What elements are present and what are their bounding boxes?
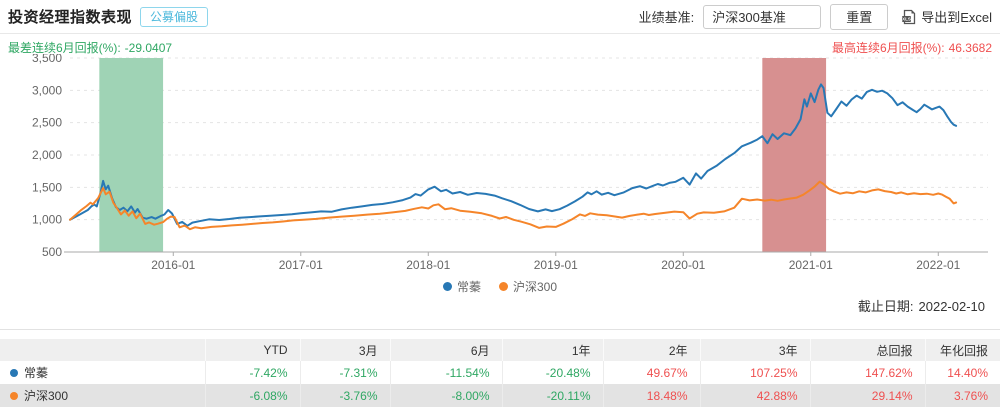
return-value-cell: 107.25% xyxy=(700,361,811,384)
table-column-header xyxy=(0,339,206,361)
benchmark-label: 业绩基准: xyxy=(638,10,695,25)
x-axis-label: 2021-01 xyxy=(789,258,833,272)
returns-table-section: YTD 3月 6月 1年 2年 3年 总回报 年化回报 常蓁 -7.42% -7.31% -11.5… xyxy=(0,329,1000,407)
best-6m-return-stat: 最高连续6月回报(%): 46.3682 xyxy=(831,39,992,55)
stats-row: 最差连续6月回报(%): -29.0407 最高连续6月回报(%): 46.3682 xyxy=(0,34,1000,55)
fund-type-badge: 公募偏股 xyxy=(140,6,209,27)
series-name-cell: 常蓁 xyxy=(0,361,206,384)
return-value-cell: -8.00% xyxy=(390,384,503,407)
table-column-header: 6月 xyxy=(390,339,503,361)
series-line-0 xyxy=(69,83,958,227)
y-axis-label: 2,000 xyxy=(32,148,62,162)
export-excel-button[interactable]: XLS 导出到Excel xyxy=(901,7,992,26)
best-6m-return-label: 最高连续6月回报(%): xyxy=(831,41,945,55)
x-axis-label: 2019-01 xyxy=(534,258,578,272)
benchmark-input[interactable] xyxy=(703,4,822,29)
return-value-cell: -20.48% xyxy=(502,361,604,384)
legend-series-label: 沪深300 xyxy=(512,279,558,294)
series-dot xyxy=(10,391,18,400)
table-column-header: 总回报 xyxy=(810,339,926,361)
return-value-cell: -20.11% xyxy=(502,384,604,407)
y-axis-label: 2,500 xyxy=(32,116,62,130)
as-of-date-label: 截止日期: xyxy=(857,299,914,314)
x-axis-label: 2017-01 xyxy=(279,258,323,272)
as-of-date: 截止日期: 2022-02-10 xyxy=(0,298,1000,316)
return-value-cell: 29.14% xyxy=(810,384,926,407)
return-value-cell: -7.42% xyxy=(205,361,301,384)
return-value-cell: 49.67% xyxy=(603,361,701,384)
table-column-header: 1年 xyxy=(502,339,604,361)
x-axis-label: 2018-01 xyxy=(406,258,450,272)
series-name: 沪深300 xyxy=(24,389,69,403)
performance-table: YTD 3月 6月 1年 2年 3年 总回报 年化回报 常蓁 -7.42% -7.31% -11.5… xyxy=(0,339,1000,407)
return-value-cell: -11.54% xyxy=(390,361,503,384)
return-value-cell: 147.62% xyxy=(810,361,926,384)
reset-button[interactable]: 重置 xyxy=(830,3,889,30)
table-column-header: 3年 xyxy=(700,339,811,361)
as-of-date-value: 2022-02-10 xyxy=(918,299,986,314)
export-excel-label: 导出到Excel xyxy=(921,10,992,25)
table-header-row: YTD 3月 6月 1年 2年 3年 总回报 年化回报 xyxy=(0,339,1000,361)
table-row: 沪深300 -6.08% -3.76% -8.00% -20.11% 18.48% 42.8… xyxy=(0,384,1000,407)
x-axis-label: 2022-01 xyxy=(916,258,960,272)
table-column-header: YTD xyxy=(205,339,301,361)
legend-series-dot xyxy=(442,281,452,291)
series-name-cell: 沪深300 xyxy=(0,384,206,407)
legend-series-dot xyxy=(498,281,508,291)
page-title: 投资经理指数表现 xyxy=(8,9,133,26)
y-axis-label: 1,000 xyxy=(32,213,62,227)
svg-text:XLS: XLS xyxy=(902,16,911,21)
titlebar: 投资经理指数表现 公募偏股 业绩基准: 重置 XLS 导出到Excel xyxy=(0,0,1000,34)
table-column-header: 年化回报 xyxy=(925,339,1000,361)
return-value-cell: 3.76% xyxy=(953,388,988,403)
series-name: 常蓁 xyxy=(24,366,49,380)
return-value-cell: -6.08% xyxy=(205,384,301,407)
y-axis-label: 3,500 xyxy=(32,54,62,65)
series-line-1 xyxy=(69,180,958,231)
return-value-cell: 42.88% xyxy=(700,384,811,407)
best-6m-return-value: 46.3682 xyxy=(948,41,992,55)
return-value-cell: 18.48% xyxy=(603,384,701,407)
performance-chart: 500 1,000 1,500 2,000 2,500 3,000 3,500 2016-01… xyxy=(0,54,1000,274)
x-axis-label: 2016-01 xyxy=(151,258,195,272)
table-column-header: 2年 xyxy=(603,339,701,361)
y-axis-label: 500 xyxy=(42,245,62,259)
legend-item[interactable]: 常蓁 xyxy=(442,278,481,295)
x-axis-label: 2020-01 xyxy=(661,258,705,272)
return-value-cell: -3.76% xyxy=(300,384,391,407)
best-6m-window-band xyxy=(762,58,827,252)
performance-chart-svg: 500 1,000 1,500 2,000 2,500 3,000 3,500 2016-01… xyxy=(32,54,988,272)
table-column-header: 3月 xyxy=(300,339,391,361)
worst-6m-return-label: 最差连续6月回报(%): xyxy=(8,41,121,55)
xls-file-icon: XLS xyxy=(902,9,916,24)
worst-6m-return-stat: 最差连续6月回报(%): -29.0407 xyxy=(8,39,173,55)
return-value-cell: -7.31% xyxy=(300,361,391,384)
chart-legend: 常蓁 沪深300 xyxy=(0,274,1000,298)
table-row: 常蓁 -7.42% -7.31% -11.54% -20.48% 49.67% 107.25… xyxy=(0,361,1000,384)
legend-item[interactable]: 沪深300 xyxy=(498,278,558,295)
worst-6m-window-band xyxy=(99,58,164,252)
return-value-cell: 14.40% xyxy=(947,365,988,380)
y-axis-label: 3,000 xyxy=(32,83,62,97)
legend-series-label: 常蓁 xyxy=(456,279,481,294)
y-axis-label: 1,500 xyxy=(32,180,62,194)
worst-6m-return-value: -29.0407 xyxy=(124,41,173,55)
titlebar-controls: 业绩基准: 重置 XLS 导出到Excel xyxy=(638,3,992,30)
series-dot xyxy=(10,368,18,377)
